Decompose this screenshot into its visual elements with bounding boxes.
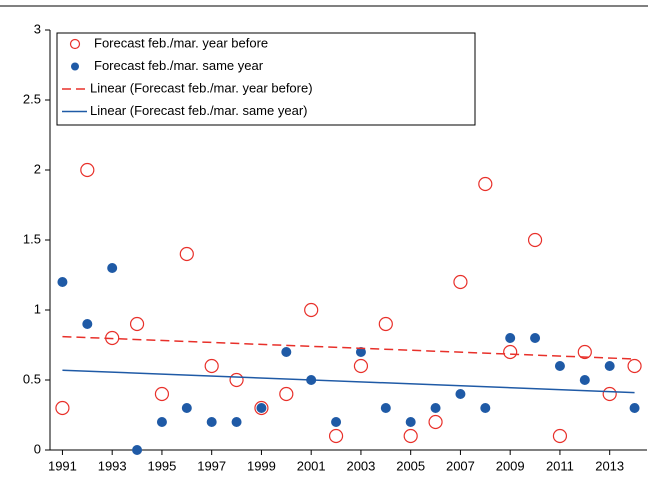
x-tick-label: 1997 [197, 458, 226, 473]
open-point [204, 358, 219, 374]
open-point [428, 414, 443, 430]
filled-point [181, 403, 192, 413]
filled-point [380, 403, 391, 413]
filled-point [331, 417, 342, 427]
filled-point [455, 389, 466, 399]
filled-point [554, 361, 565, 371]
filled-point [82, 319, 93, 329]
open-point [55, 400, 70, 416]
x-tick-label: 2011 [546, 458, 574, 473]
legend-box [56, 32, 476, 126]
open-point [552, 428, 568, 444]
x-tick-label: 2013 [595, 458, 624, 473]
x-tick-label: 1995 [147, 458, 176, 473]
open-point [154, 386, 170, 402]
y-tick-label: 0 [34, 441, 41, 456]
filled-point [355, 347, 366, 357]
open-point [403, 428, 418, 444]
filled-point [132, 445, 143, 455]
legend-label: Linear (Forecast feb./mar. same year) [90, 103, 307, 118]
y-tick-label: 0.5 [23, 371, 41, 386]
open-point [503, 344, 518, 360]
filled-point [206, 417, 217, 427]
open-point [328, 428, 344, 444]
trend-line [62, 369, 635, 394]
filled-point [57, 277, 68, 287]
x-tick-label: 1993 [98, 458, 127, 473]
open-point [602, 386, 617, 402]
x-tick-label: 2007 [446, 458, 475, 473]
legend-label: Forecast feb./mar. year before [94, 35, 268, 50]
open-point [80, 162, 95, 178]
filled-point [629, 403, 640, 413]
filled-point [156, 417, 167, 427]
filled-point [579, 375, 590, 385]
filled-point [480, 403, 491, 413]
open-point [353, 358, 369, 374]
x-tick-label: 2005 [396, 458, 425, 473]
filled-point [107, 263, 118, 273]
y-tick-label: 1 [34, 301, 41, 316]
legend-marker [69, 38, 81, 50]
x-tick-label: 2009 [496, 458, 525, 473]
y-tick-label: 2 [34, 161, 41, 176]
legend-label: Linear (Forecast feb./mar. year before) [90, 80, 313, 95]
filled-point [256, 403, 267, 413]
open-point [378, 316, 393, 332]
trend-line [62, 335, 635, 360]
legend-marker [71, 62, 79, 71]
filled-point [430, 403, 441, 413]
y-tick-label: 1.5 [23, 231, 41, 246]
filled-point [604, 361, 615, 371]
filled-point [405, 417, 416, 427]
y-tick-label: 2.5 [23, 91, 41, 106]
filled-point [505, 333, 516, 343]
legend-label: Forecast feb./mar. same year [94, 58, 264, 73]
filled-point [281, 347, 292, 357]
y-tick-label: 3 [34, 21, 41, 36]
open-point [129, 316, 145, 332]
x-tick-label: 2001 [297, 458, 326, 473]
open-point [453, 274, 468, 290]
x-tick-label: 1991 [48, 458, 77, 473]
open-point [229, 372, 244, 388]
filled-point [231, 417, 242, 427]
open-point [254, 400, 269, 416]
open-point [478, 176, 493, 192]
open-point [627, 358, 642, 374]
open-point [527, 232, 543, 248]
open-point [304, 302, 319, 318]
x-tick-label: 2003 [346, 458, 375, 473]
x-tick-label: 1999 [247, 458, 276, 473]
open-point [577, 344, 592, 360]
open-point [279, 386, 294, 402]
open-point [179, 246, 194, 262]
filled-point [530, 333, 541, 343]
